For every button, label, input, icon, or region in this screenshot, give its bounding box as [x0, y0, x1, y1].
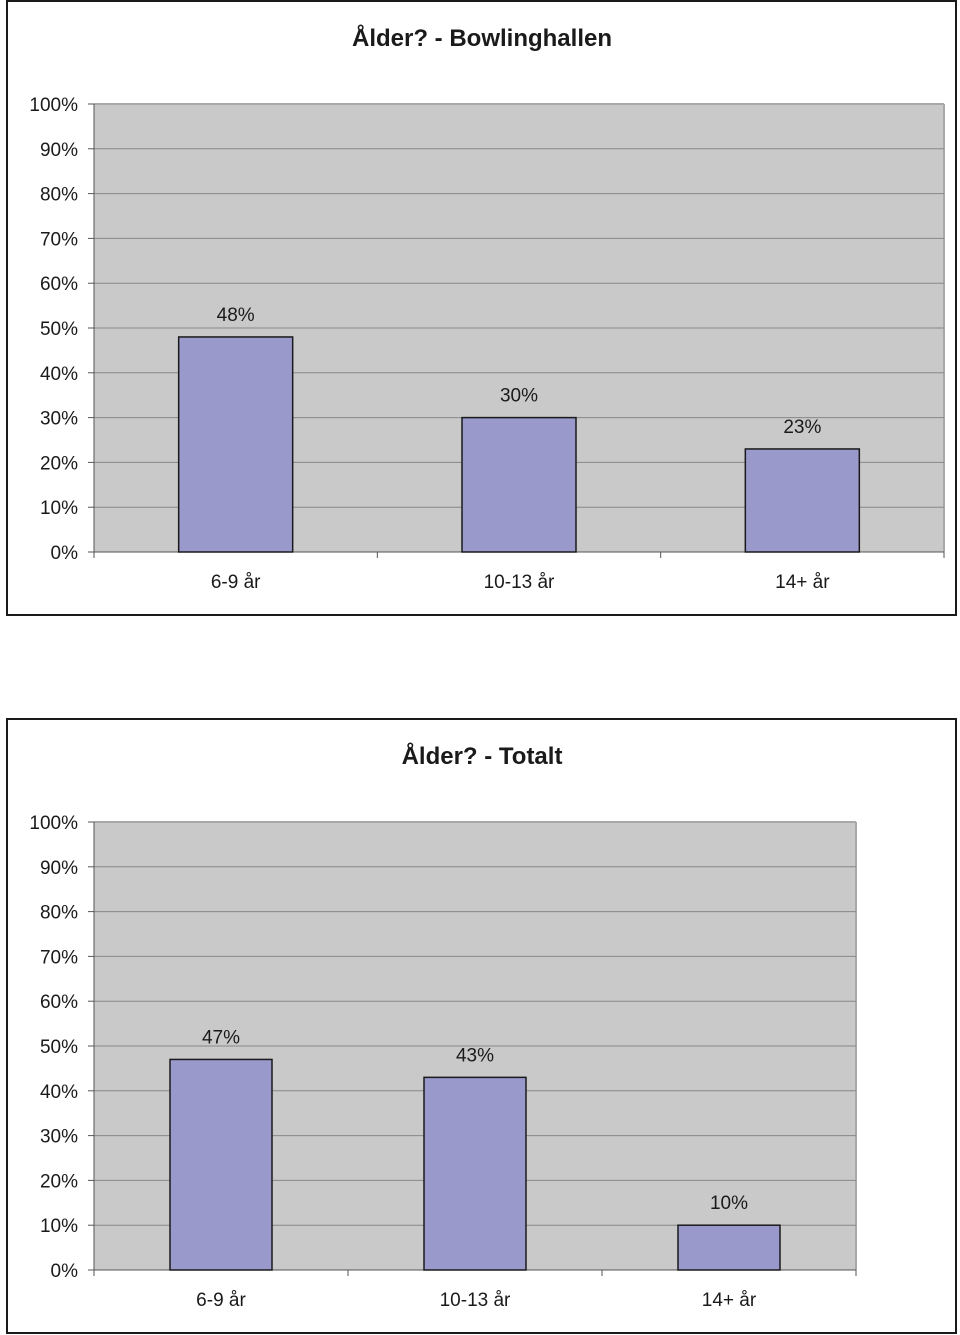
y-tick-label: 60% — [40, 274, 78, 295]
y-tick-label: 40% — [40, 364, 78, 385]
y-tick-label: 80% — [40, 903, 78, 924]
y-tick-label: 100% — [29, 95, 78, 116]
y-tick-label: 40% — [40, 1082, 78, 1103]
bar-chart-bowlinghallen: Ålder? - Bowlinghallen 0% 10% 20% 30% 40% 50% 6… — [29, 24, 945, 593]
y-tick-label: 60% — [40, 992, 78, 1013]
y-tick-label: 20% — [40, 453, 78, 474]
y-tick-label: 90% — [40, 858, 78, 879]
data-label: 48% — [217, 305, 255, 326]
y-tick-label: 30% — [40, 409, 78, 430]
chart-title: Ålder? - Totalt — [402, 742, 563, 770]
y-tick-label: 0% — [51, 1261, 79, 1282]
data-label: 10% — [710, 1193, 748, 1214]
bar — [177, 336, 294, 553]
y-tick-label: 30% — [40, 1127, 78, 1148]
y-tick-label: 10% — [40, 1216, 78, 1237]
x-tick-label: 6-9 år — [196, 1290, 246, 1311]
bar — [461, 416, 577, 553]
x-tick-label: 6-9 år — [211, 572, 261, 593]
y-tick-label: 10% — [40, 498, 78, 519]
data-label: 47% — [202, 1027, 240, 1048]
bar — [423, 1076, 527, 1271]
y-tick-label: 0% — [51, 543, 79, 564]
y-tick-label: 50% — [40, 319, 78, 340]
y-tick-label: 20% — [40, 1171, 78, 1192]
bar — [744, 448, 861, 553]
y-tick-label: 80% — [40, 185, 78, 206]
chart-panel-bowlinghallen: Ålder? - Bowlinghallen 0% 10% 20% 30% 40% 50% 6… — [6, 0, 957, 616]
y-tick-label: 50% — [40, 1037, 78, 1058]
data-label: 43% — [456, 1045, 494, 1066]
data-label: 30% — [500, 386, 538, 407]
bar — [677, 1224, 781, 1271]
y-tick-label: 90% — [40, 140, 78, 161]
x-tick-label: 14+ år — [702, 1290, 757, 1311]
y-tick-label: 70% — [40, 947, 78, 968]
x-tick-label: 10-13 år — [484, 572, 555, 593]
chart-title: Ålder? - Bowlinghallen — [352, 24, 612, 52]
data-label: 23% — [783, 417, 821, 438]
bar — [169, 1058, 273, 1271]
chart-panel-totalt: Ålder? - Totalt 0% 10% 20% 30% 40% 50% 60% 70% 80… — [6, 718, 957, 1334]
y-tick-label: 100% — [29, 813, 78, 834]
y-tick-label: 70% — [40, 229, 78, 250]
x-tick-label: 14+ år — [775, 572, 830, 593]
bar-chart-totalt: Ålder? - Totalt 0% 10% 20% 30% 40% 50% 60% 70% 80… — [29, 742, 857, 1311]
x-tick-label: 10-13 år — [440, 1290, 511, 1311]
